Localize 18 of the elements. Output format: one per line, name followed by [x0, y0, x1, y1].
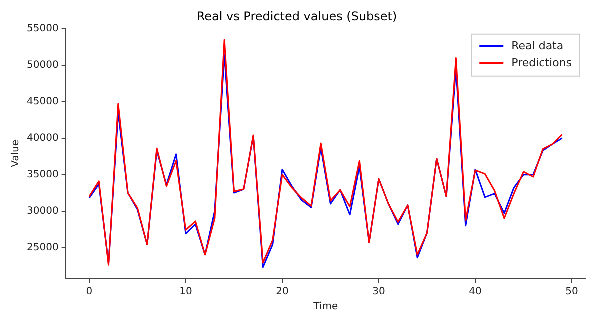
y-tick-label: 25000: [27, 242, 59, 254]
y-tick-label: 35000: [27, 169, 59, 180]
y-tick-label: 55000: [27, 24, 59, 35]
x-tick-label: 40: [469, 286, 482, 298]
x-tick-label: 50: [566, 286, 578, 298]
x-tick-label: 10: [180, 286, 192, 298]
y-tick-label: 30000: [27, 206, 59, 217]
chart-title: Real vs Predicted values (Subset): [196, 9, 398, 24]
legend-label: Predictions: [512, 56, 572, 70]
x-tick-label: 30: [372, 286, 386, 298]
legend-label: Real data: [512, 39, 564, 52]
y-tick-label: 50000: [27, 60, 59, 72]
x-tick-label: 0: [86, 286, 93, 298]
x-tick-label: 20: [276, 286, 289, 298]
y-tick-label: 40000: [27, 132, 59, 144]
y-tick-label: 45000: [27, 96, 59, 108]
x-axis-title: Time: [312, 302, 338, 313]
y-axis-title: Value: [10, 140, 22, 168]
